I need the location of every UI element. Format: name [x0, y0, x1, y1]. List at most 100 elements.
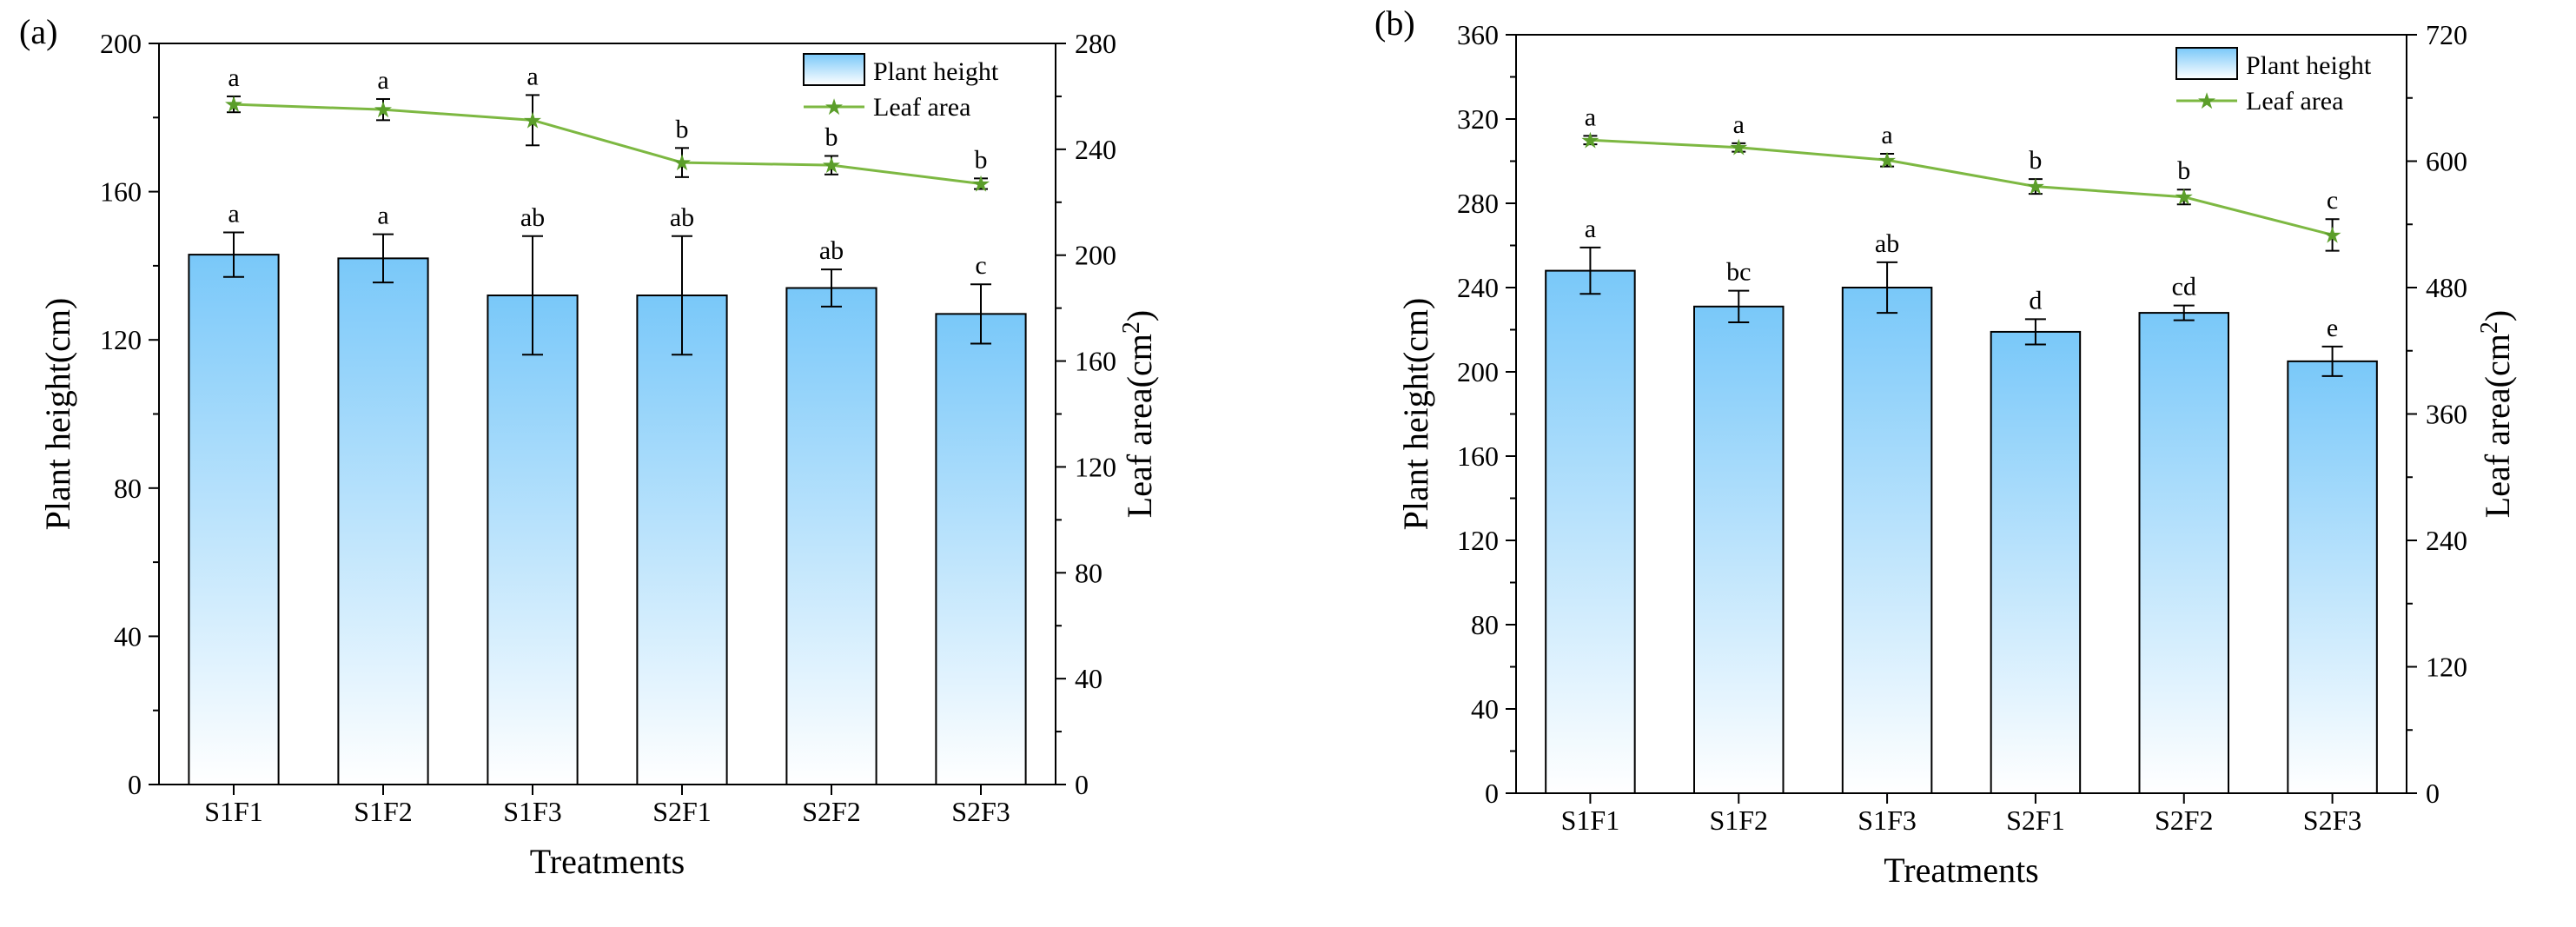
y2-axis-title-close: ): [2478, 310, 2517, 321]
y-tick-label: 160: [100, 176, 142, 208]
x-tick-label: S2F3: [951, 796, 1010, 827]
bar: [1693, 305, 1785, 794]
x-axis-title: Treatments: [1884, 851, 2039, 890]
line-significance-label: b: [975, 145, 988, 174]
y2-axis-title-sup: 2: [2476, 321, 2503, 334]
y-tick-label: 200: [1457, 356, 1499, 387]
x-tick-label: S1F2: [1709, 805, 1768, 836]
bar-significance-label: bc: [1726, 258, 1751, 287]
line-significance-label: a: [228, 63, 239, 92]
y2-tick-label: 240: [2426, 525, 2467, 556]
bar: [785, 287, 877, 785]
y2-tick-label: 80: [1075, 557, 1103, 588]
line-significance-label: a: [377, 66, 388, 95]
x-tick-label: S2F1: [2006, 805, 2065, 836]
legend-label-plant-height: Plant height: [2246, 51, 2372, 80]
legend-label-leaf-area: Leaf area: [2246, 87, 2343, 116]
bar-significance-label: cd: [2172, 273, 2196, 301]
bar: [188, 254, 280, 786]
bar-significance-label: ab: [670, 203, 694, 232]
x-tick-label: S2F1: [652, 796, 712, 827]
y2-tick-label: 120: [2426, 652, 2467, 683]
legend-swatch-bar: [803, 53, 865, 86]
y2-axis-title-sup: 2: [1118, 321, 1145, 334]
line-significance-label: a: [526, 62, 538, 90]
y2-axis-title: Leaf area(cm2): [1118, 310, 1159, 518]
line-significance-label: a: [1881, 121, 1892, 149]
leaf-area-line: [233, 103, 982, 185]
line-significance-label: b: [2029, 146, 2042, 175]
leaf-area-marker: ★: [2322, 222, 2342, 248]
legend-star-icon: ★: [824, 95, 844, 120]
bar-significance-label: ab: [1875, 229, 1899, 258]
y2-tick-label: 0: [1075, 769, 1089, 800]
line-significance-label: a: [1733, 110, 1745, 139]
y2-axis-title-main: Leaf area(cm: [2478, 334, 2517, 518]
bar-significance-label: a: [377, 202, 388, 230]
legend-label-leaf-area: Leaf area: [873, 93, 970, 122]
leaf-area-marker: ★: [672, 150, 692, 175]
leaf-area-marker: ★: [373, 97, 393, 122]
x-tick-label: S1F1: [204, 796, 263, 827]
bar-significance-label: ab: [520, 203, 545, 232]
y-tick-label: 360: [1457, 19, 1499, 50]
line-significance-label: c: [2327, 186, 2338, 215]
y-tick-label: 160: [1457, 440, 1499, 472]
y2-tick-label: 480: [2426, 272, 2467, 303]
plot-frame: [158, 43, 1056, 785]
bar: [1990, 330, 2082, 794]
y-tick-label: 240: [1457, 272, 1499, 303]
leaf-area-marker: ★: [1877, 148, 1897, 173]
leaf-area-marker: ★: [2174, 185, 2194, 210]
x-axis-title: Treatments: [530, 842, 685, 881]
bar: [487, 295, 579, 785]
x-tick-label: S1F1: [1561, 805, 1620, 836]
y-tick-label: 200: [100, 28, 142, 59]
bar-significance-label: ab: [819, 236, 844, 265]
bar-significance-label: e: [2327, 314, 2338, 342]
bar: [935, 313, 1027, 786]
x-tick-label: S1F3: [503, 796, 562, 827]
y-tick-label: 280: [1457, 188, 1499, 219]
y2-tick-label: 600: [2426, 146, 2467, 177]
bar: [2287, 360, 2378, 794]
y2-tick-label: 160: [1075, 346, 1116, 377]
leaf-area-marker: ★: [223, 92, 243, 117]
y2-axis-title-close: ): [1120, 310, 1159, 321]
y2-tick-label: 200: [1075, 240, 1116, 271]
y2-tick-label: 720: [2426, 19, 2467, 50]
bar: [1545, 269, 1636, 795]
y2-tick-label: 40: [1075, 663, 1103, 694]
legend-swatch-bar: [2175, 47, 2238, 80]
panel-label: (b): [1374, 3, 1415, 43]
legend-star-icon: ★: [2196, 89, 2216, 114]
x-tick-label: S1F3: [1858, 805, 1917, 836]
line-significance-label: b: [825, 122, 838, 151]
line-significance-label: b: [676, 115, 689, 143]
y2-tick-label: 0: [2426, 778, 2440, 809]
x-tick-label: S2F2: [802, 796, 861, 827]
leaf-area-line: [1590, 138, 2333, 236]
bar: [337, 257, 429, 785]
panel-label: (a): [19, 12, 57, 51]
line-significance-label: a: [1585, 103, 1596, 131]
leaf-area-marker: ★: [1580, 128, 1600, 153]
y2-tick-label: 280: [1075, 28, 1116, 59]
bar-significance-label: a: [228, 200, 239, 228]
y-axis-title: Plant height(cm): [1396, 298, 1435, 531]
x-tick-label: S2F2: [2155, 805, 2214, 836]
plot-frame: [1515, 34, 2407, 794]
y-axis-title: Plant height(cm): [38, 298, 77, 531]
y-tick-label: 40: [1471, 693, 1499, 725]
y-tick-label: 120: [1457, 525, 1499, 556]
y2-axis-title-main: Leaf area(cm: [1120, 334, 1159, 518]
bar: [1841, 287, 1933, 794]
y2-tick-label: 120: [1075, 451, 1116, 482]
leaf-area-marker: ★: [1729, 136, 1749, 161]
y-tick-label: 0: [1485, 778, 1499, 809]
bar: [636, 295, 728, 785]
y2-tick-label: 360: [2426, 399, 2467, 430]
leaf-area-marker: ★: [821, 153, 841, 178]
